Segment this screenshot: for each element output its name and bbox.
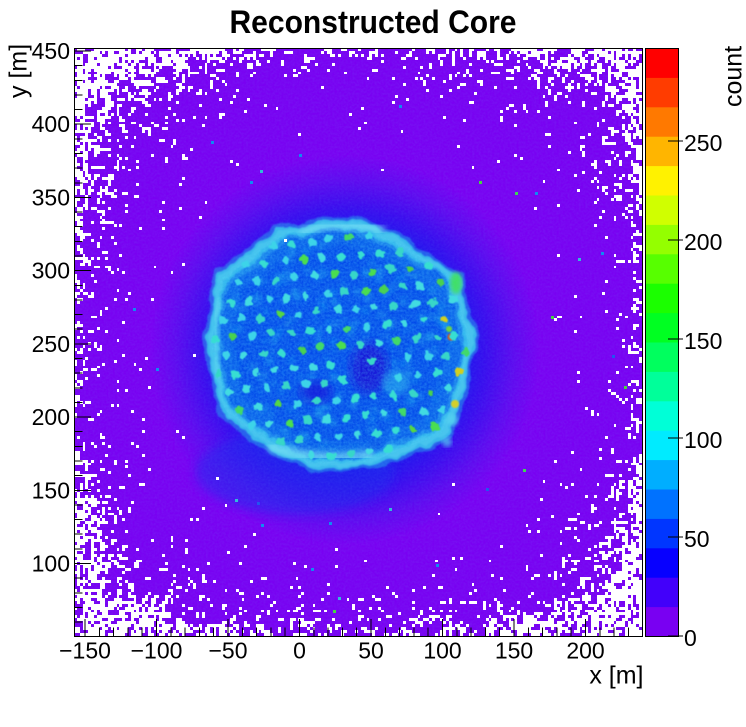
svg-text:450: 450 [32,38,70,64]
svg-text:200: 200 [566,638,604,664]
svg-text:−100: −100 [131,638,183,664]
svg-text:350: 350 [32,184,70,210]
svg-text:−150: −150 [59,638,111,664]
svg-text:count: count [720,46,746,107]
svg-text:x [m]: x [m] [589,662,643,690]
svg-text:150: 150 [32,477,70,503]
svg-text:y [m]: y [m] [5,44,33,98]
svg-text:400: 400 [32,111,70,137]
svg-text:200: 200 [684,229,722,255]
svg-text:0: 0 [684,625,697,651]
svg-text:−50: −50 [208,638,247,664]
svg-text:100: 100 [32,551,70,577]
svg-text:100: 100 [423,638,461,664]
svg-text:250: 250 [32,331,70,357]
svg-text:100: 100 [684,427,722,453]
svg-text:200: 200 [32,404,70,430]
svg-text:150: 150 [495,638,533,664]
svg-text:150: 150 [684,328,722,354]
svg-text:50: 50 [684,526,710,552]
svg-text:0: 0 [293,638,306,664]
svg-text:50: 50 [358,638,384,664]
svg-text:Reconstructed Core: Reconstructed Core [230,4,517,40]
svg-text:300: 300 [32,258,70,284]
svg-text:250: 250 [684,130,722,156]
